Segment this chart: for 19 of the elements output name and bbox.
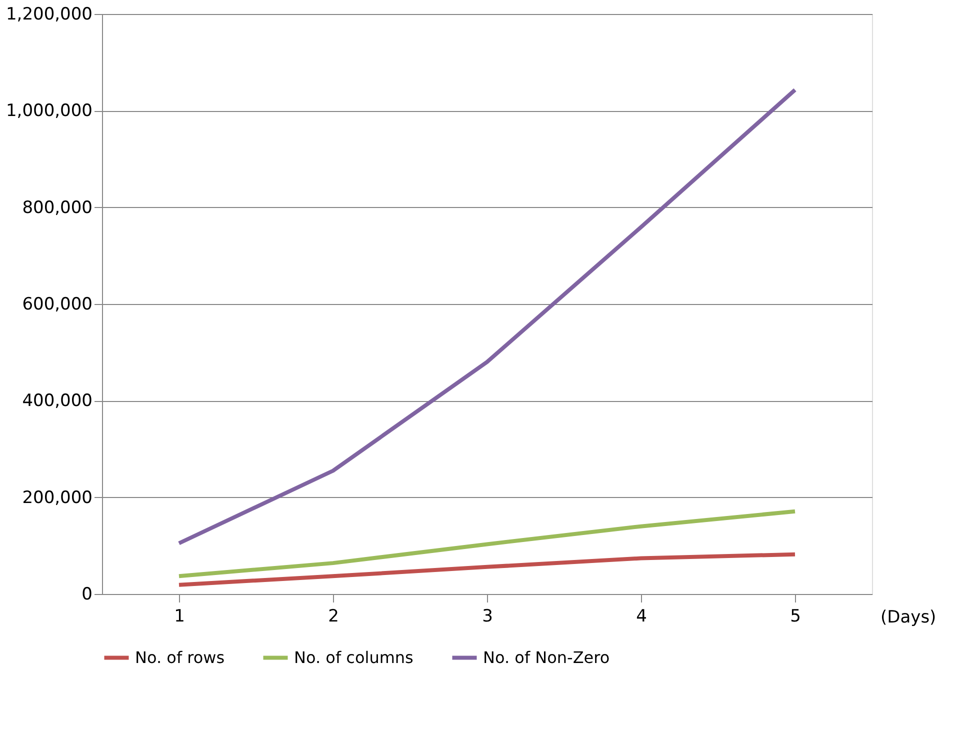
line-series <box>177 552 797 587</box>
y-tick-label: 0 <box>82 584 92 604</box>
y-tick-label: 600,000 <box>22 294 92 314</box>
y-tick-label: 800,000 <box>22 198 92 218</box>
y-tick-label: 400,000 <box>22 391 92 412</box>
x-tick-label: 2 <box>328 606 339 626</box>
x-tick-label: 4 <box>636 606 647 626</box>
x-tick-label: 5 <box>790 606 801 626</box>
x-tick-label: 1 <box>174 606 185 626</box>
x-axis-title: (Days) <box>880 608 936 628</box>
legend-label: No. of rows <box>135 648 225 667</box>
legend-label: No. of columns <box>294 648 414 667</box>
line-series <box>177 88 797 546</box>
y-tick-label: 1,200,000 <box>6 4 92 24</box>
line-series <box>177 509 797 578</box>
y-tick-label: 200,000 <box>22 488 92 508</box>
x-tick-label: 3 <box>482 606 493 626</box>
legend-label: No. of Non-Zero <box>483 648 610 667</box>
y-tick-label: 1,000,000 <box>6 101 92 122</box>
